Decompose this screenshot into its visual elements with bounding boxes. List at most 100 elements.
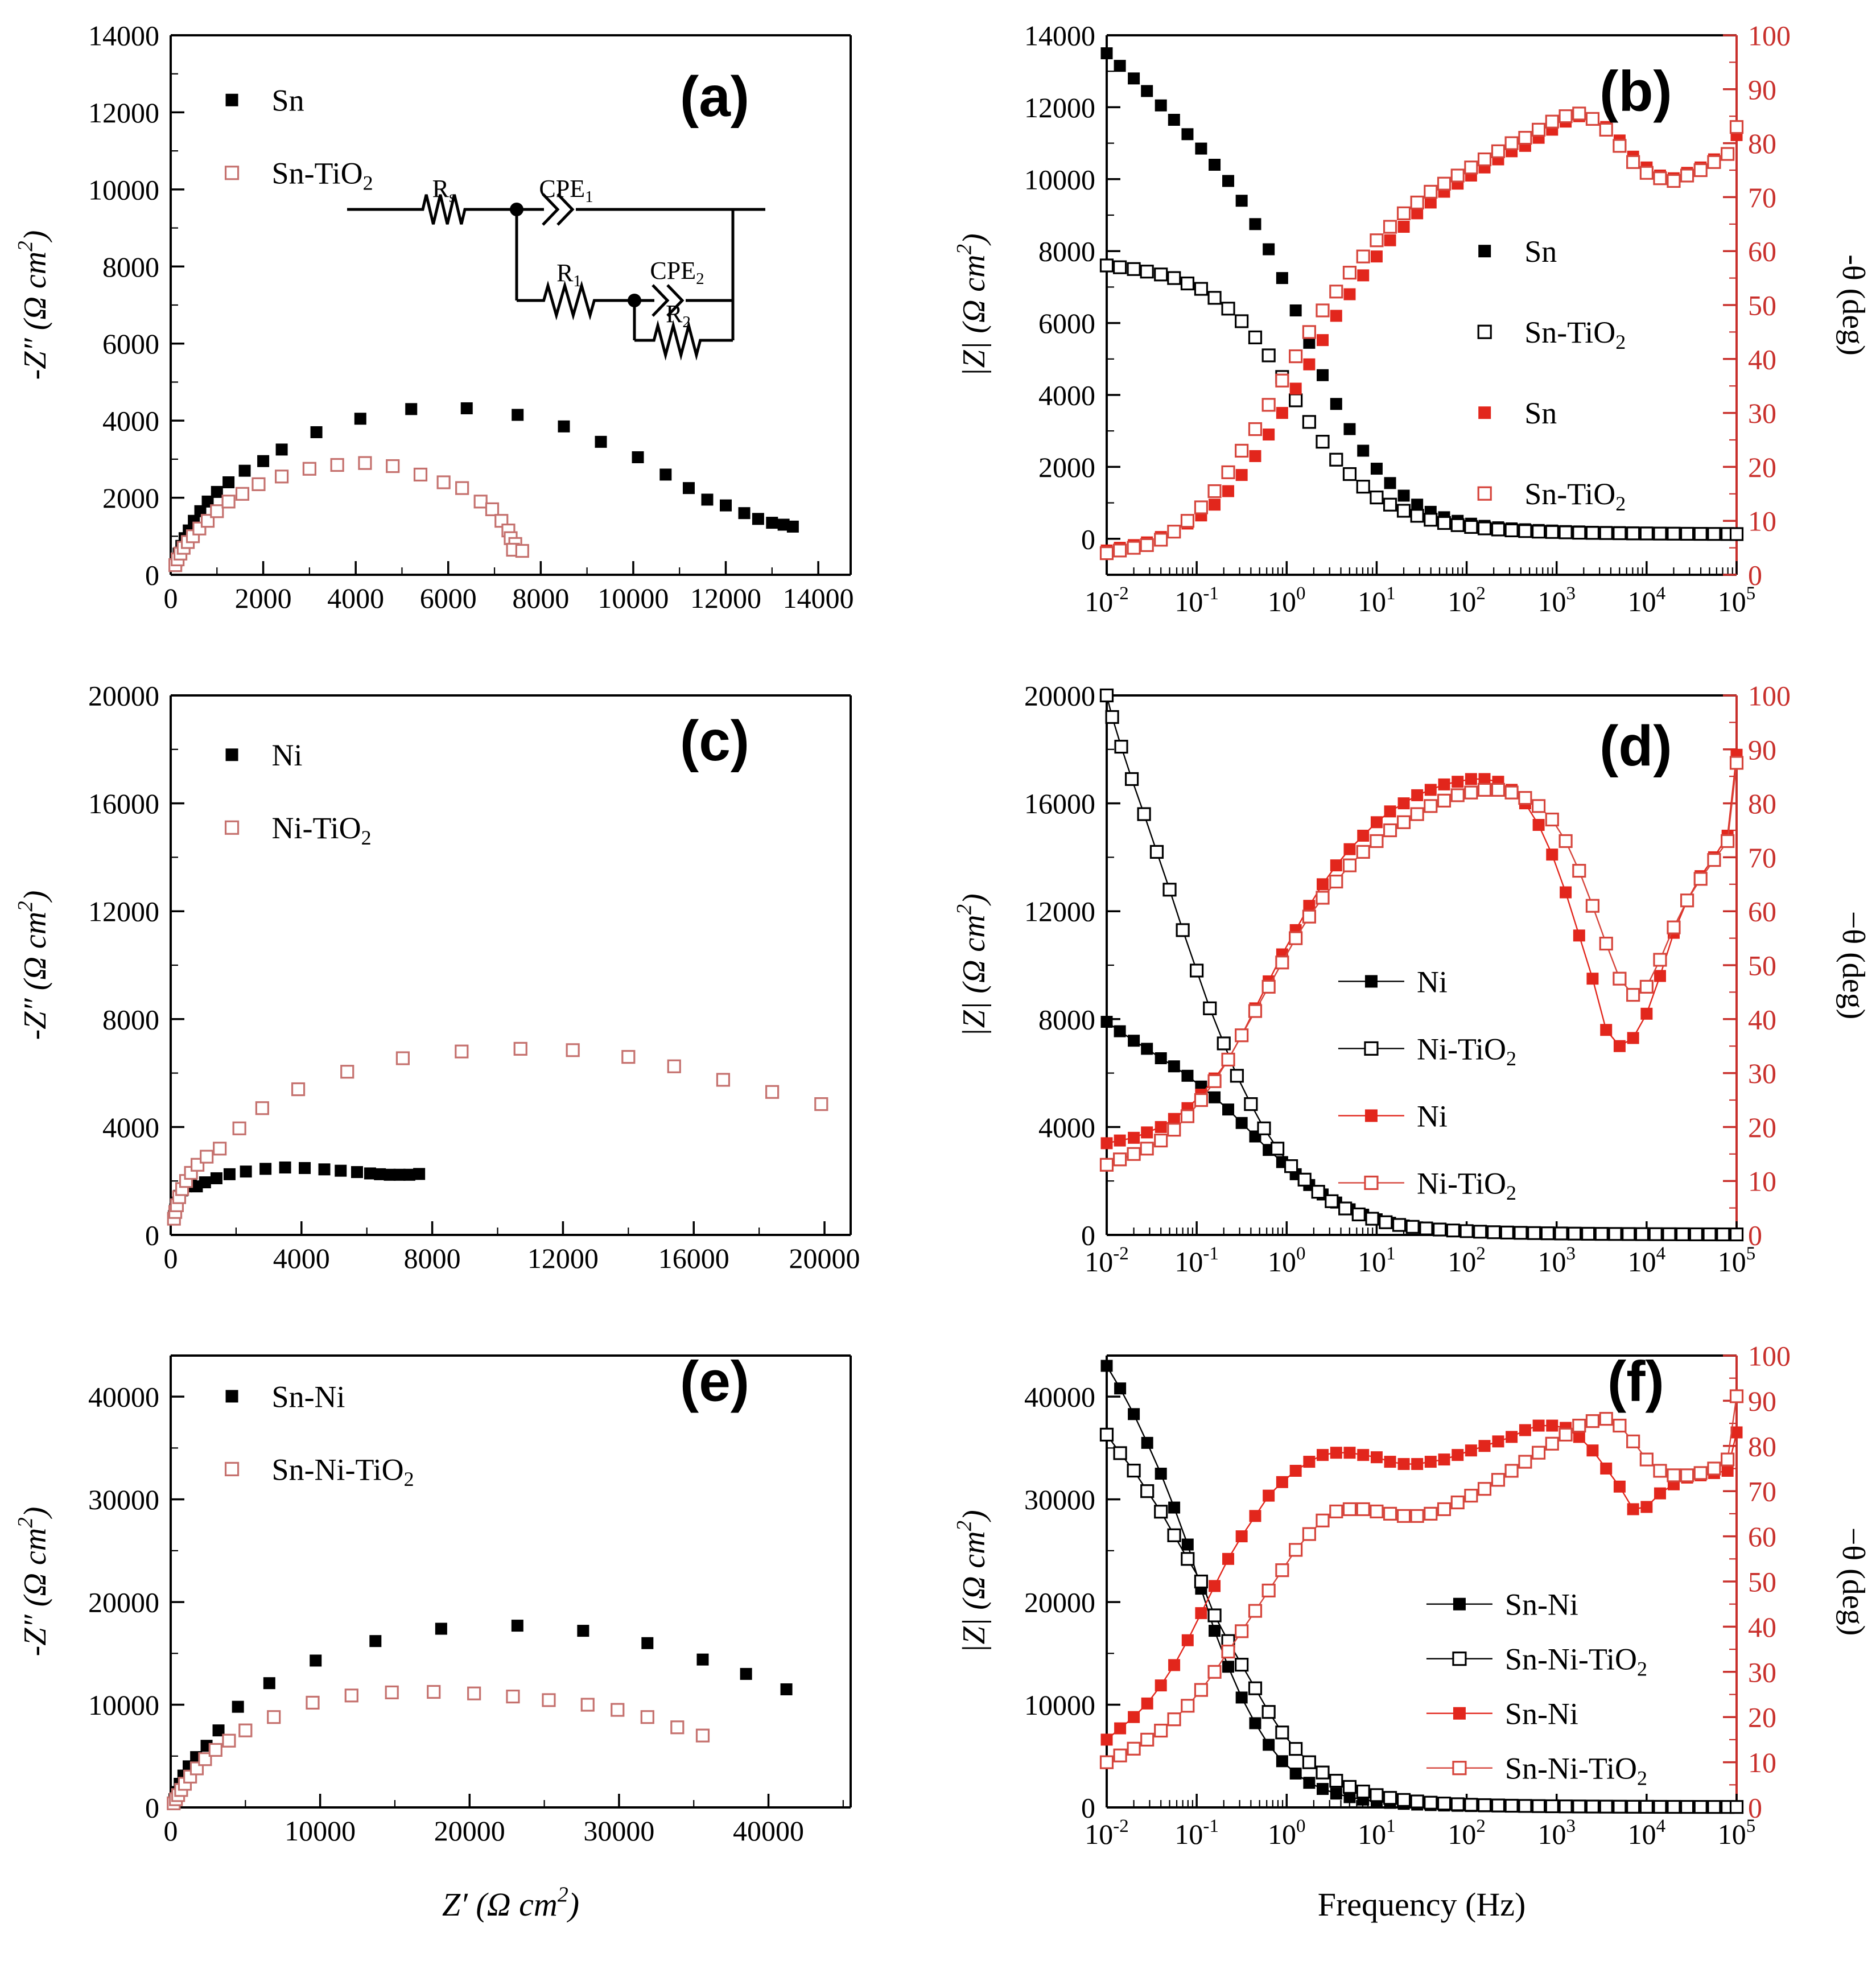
data-marker — [1303, 1456, 1316, 1468]
data-marker — [1585, 1799, 1600, 1814]
data-marker — [1167, 271, 1181, 285]
data-marker — [1518, 791, 1532, 805]
data-marker — [485, 502, 500, 516]
legend-label: Ni — [272, 738, 303, 772]
y-axis-title: -Z″ (Ω cm2) — [14, 230, 53, 380]
data-marker — [1311, 1185, 1325, 1199]
data-marker — [1667, 174, 1681, 188]
data-marker — [1396, 1793, 1411, 1807]
data-marker — [1209, 1625, 1221, 1637]
y2-tick-label: 50 — [1748, 950, 1776, 982]
data-marker — [1478, 245, 1491, 258]
data-marker — [1729, 120, 1744, 134]
data-marker — [1248, 330, 1263, 344]
legend-label: Ni — [1417, 1099, 1448, 1133]
data-marker — [1613, 1418, 1627, 1433]
data-marker — [1653, 953, 1667, 967]
data-marker — [1155, 1679, 1167, 1692]
data-marker — [1626, 1799, 1640, 1814]
data-marker — [1437, 1502, 1452, 1517]
x-tick-label: 6000 — [420, 582, 477, 614]
y-tick-label: 2000 — [102, 482, 159, 514]
data-marker — [1640, 1501, 1653, 1513]
data-marker — [1411, 789, 1424, 801]
data-marker — [1599, 526, 1613, 540]
axes: 10-2 10-1 100 101 102 103 104 10504000800012000… — [1024, 680, 1791, 1278]
data-marker — [403, 1168, 415, 1181]
data-marker — [310, 426, 323, 438]
x-tick-label: 10-1 — [1174, 583, 1219, 617]
y-tick-label: 4000 — [1038, 380, 1095, 411]
data-marker — [1504, 136, 1519, 150]
data-marker — [386, 459, 400, 473]
data-marker — [1613, 1040, 1626, 1052]
data-marker — [1330, 1788, 1342, 1800]
data-marker — [1342, 266, 1357, 280]
legend: Sn Sn-TiO2 — [224, 84, 373, 194]
panel-e-nyquist-snni: 0 10000 20000 30000 40000 0 10000 20000 30000 400… — [0, 1320, 939, 1981]
data-marker — [238, 1723, 253, 1737]
data-marker — [1572, 1418, 1586, 1433]
data-marker — [1141, 85, 1153, 97]
data-marker — [1585, 112, 1600, 126]
data-marker — [1491, 1798, 1506, 1813]
data-marker — [330, 458, 344, 472]
data-marker — [1558, 834, 1573, 849]
y2-tick-label: 90 — [1748, 1385, 1776, 1417]
data-marker — [1594, 1227, 1609, 1241]
data-marker — [1627, 1503, 1639, 1515]
data-marker — [1099, 546, 1114, 561]
data-marker — [1343, 843, 1356, 855]
data-marker — [1154, 533, 1168, 547]
data-marker — [1221, 465, 1235, 479]
x-tick-label: 10-2 — [1085, 1243, 1129, 1278]
data-marker — [632, 451, 644, 463]
data-marker — [1137, 807, 1151, 821]
y-tick-label: 6000 — [1038, 307, 1095, 339]
cpe-symbol — [652, 284, 670, 317]
data-marker — [1721, 1464, 1734, 1477]
data-marker — [1329, 285, 1343, 299]
circuit-node — [628, 294, 641, 307]
circuit-node — [510, 203, 523, 216]
data-marker — [1105, 710, 1119, 724]
y2-tick-label: 30 — [1748, 397, 1776, 429]
y-tick-label: 14000 — [1024, 20, 1095, 52]
data-marker — [1464, 160, 1478, 175]
data-marker — [1351, 1207, 1366, 1222]
data-marker — [225, 93, 238, 106]
series-ni — [168, 1162, 426, 1222]
chart-b: 10-2 10-1 100 101 102 103 104 10502000400060008… — [953, 20, 1871, 618]
data-marker — [1384, 234, 1396, 246]
data-marker — [1167, 1123, 1181, 1137]
data-marker — [701, 493, 714, 506]
data-marker — [1452, 1449, 1464, 1461]
x-tick-label: 10-2 — [1085, 583, 1129, 617]
data-marker — [1437, 176, 1452, 191]
data-marker — [1276, 407, 1288, 419]
data-marker — [1099, 1158, 1114, 1172]
legend-label: Ni-TiO2 — [272, 811, 372, 849]
x-tick-label: 4000 — [273, 1242, 330, 1274]
y2-tick-label: 100 — [1748, 680, 1791, 712]
data-marker — [1207, 1665, 1222, 1679]
data-marker — [1141, 1043, 1153, 1055]
data-marker — [1155, 1468, 1167, 1480]
data-marker — [1464, 785, 1478, 800]
data-marker — [1639, 166, 1654, 180]
data-marker — [611, 1703, 625, 1717]
data-marker — [1465, 773, 1477, 785]
data-marker — [1113, 1748, 1127, 1762]
data-marker — [1419, 1221, 1433, 1235]
data-marker — [1626, 526, 1640, 541]
data-marker — [223, 1168, 236, 1180]
data-marker — [291, 1082, 306, 1097]
circuit-label-r1: R1 — [556, 259, 582, 290]
data-marker — [1585, 526, 1600, 540]
data-marker — [1573, 1431, 1585, 1443]
data-marker — [1586, 973, 1599, 985]
data-marker — [1405, 1220, 1420, 1234]
data-marker — [1654, 970, 1666, 982]
x-tick-label: 105 — [1718, 1243, 1756, 1278]
y2-tick-label: 0 — [1748, 1220, 1762, 1251]
